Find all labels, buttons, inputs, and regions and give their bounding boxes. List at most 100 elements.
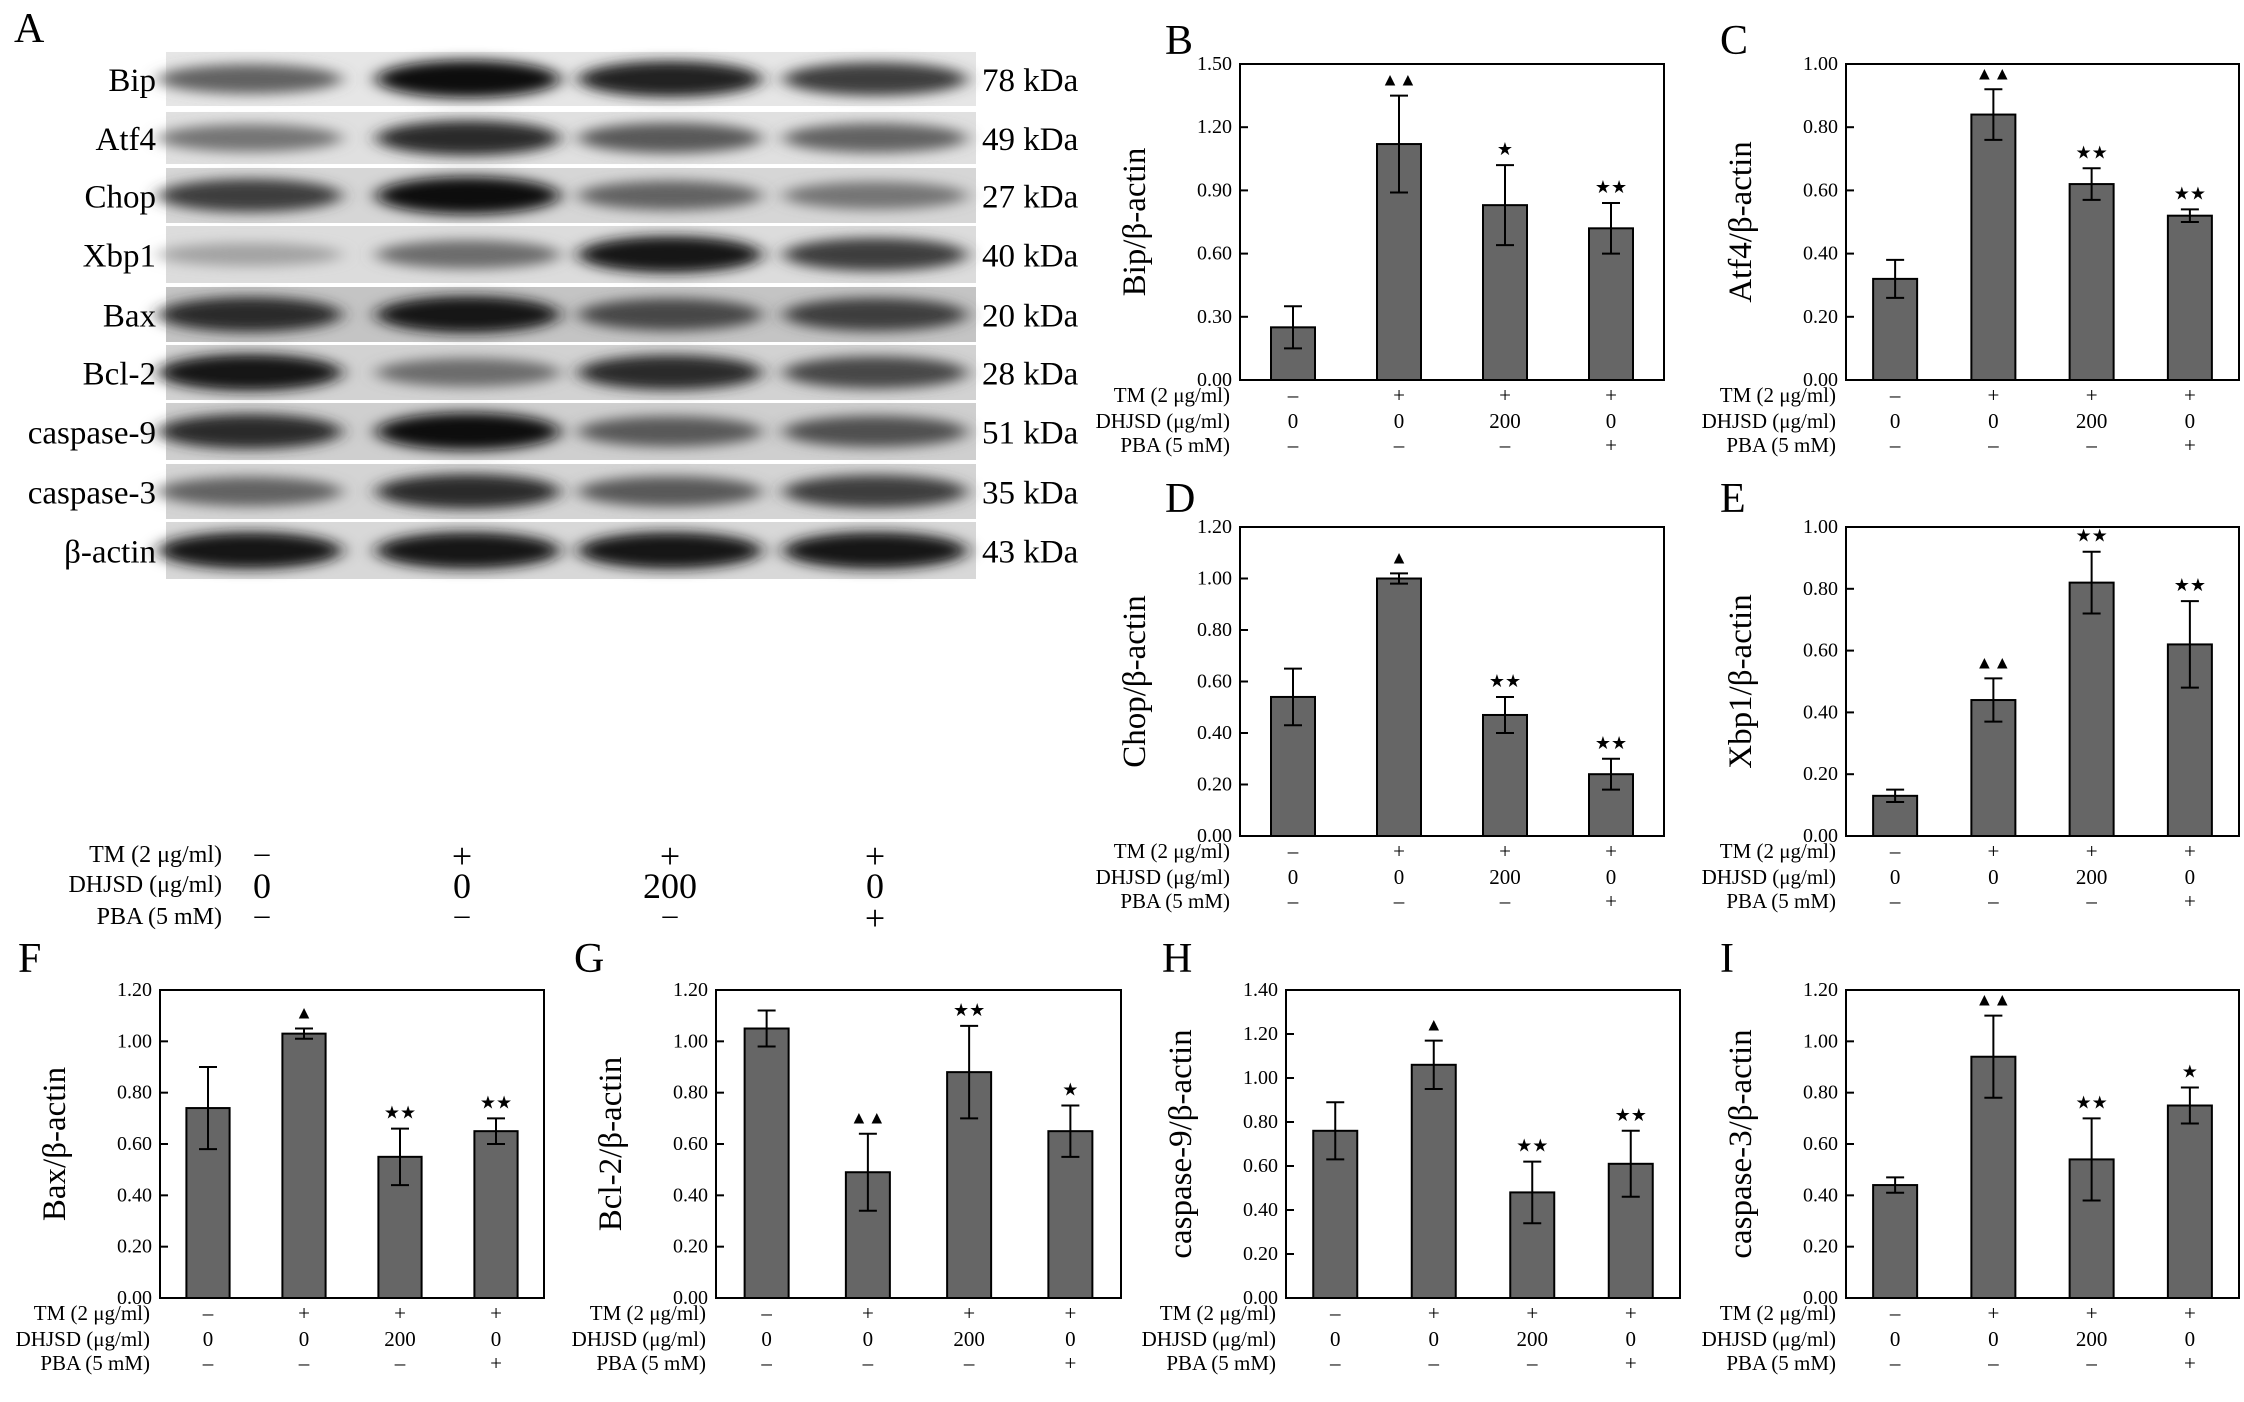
y-tick-label: 1.00 — [1803, 516, 1838, 538]
blot-condition-value: + — [660, 836, 680, 876]
condition-value: + — [298, 1301, 310, 1325]
condition-value: + — [1064, 1301, 1076, 1325]
significance-mark: ▲▲ — [1976, 652, 2012, 672]
panel-letter-f: F — [18, 936, 41, 982]
chart-panel-b: 0.000.300.600.901.201.50Bip/β-actinB▲▲★★… — [1096, 18, 1665, 457]
condition-value: – — [1393, 433, 1405, 457]
condition-value: – — [298, 1351, 310, 1375]
significance-mark: ★★ — [384, 1103, 416, 1123]
blot-condition-value: 0 — [453, 866, 471, 906]
blot-band — [158, 413, 342, 450]
plot-frame — [1285, 989, 1681, 1299]
y-tick-label: 0.60 — [117, 1133, 152, 1155]
condition-label: DHJSD (μg/ml) — [1096, 409, 1230, 433]
condition-value: – — [2085, 433, 2097, 457]
condition-value: 0 — [1288, 409, 1299, 433]
bar — [743, 1027, 790, 1299]
condition-value: 0 — [491, 1327, 502, 1351]
blot-condition-value: + — [865, 836, 885, 876]
condition-label: PBA (5 mM) — [40, 1351, 150, 1375]
blot-label: Bip — [108, 63, 156, 99]
condition-value: + — [1526, 1301, 1538, 1325]
condition-value: – — [1889, 839, 1901, 863]
condition-value: + — [2184, 1301, 2196, 1325]
condition-label: TM (2 μg/ml) — [1720, 383, 1836, 407]
plot-frame — [1239, 63, 1665, 381]
blot-band — [578, 235, 762, 274]
plot-frame — [1845, 63, 2240, 381]
condition-value: + — [1499, 839, 1511, 863]
bar — [473, 1130, 519, 1299]
condition-value: – — [963, 1351, 975, 1375]
condition-value: – — [1287, 383, 1299, 407]
blot-kda-label: 20 kDa — [982, 299, 1079, 335]
condition-label: PBA (5 mM) — [1726, 1351, 1836, 1375]
chart-panel-f: 0.00 0.20 0.40 0.60 0.80 1.00 1.20 Bax/β-actin F… — [16, 936, 545, 1375]
bar — [1970, 699, 2017, 837]
blot-band — [376, 412, 560, 451]
condition-value: 0 — [2185, 1327, 2196, 1351]
significance-mark: ★ — [1497, 139, 1513, 159]
condition-value: 0 — [1429, 1327, 1440, 1351]
bar — [1970, 113, 2017, 381]
y-tick-label: 1.00 — [1243, 1067, 1278, 1089]
condition-value: 0 — [1626, 1327, 1637, 1351]
condition-label: PBA (5 mM) — [1120, 433, 1230, 457]
panel-letter-c: C — [1720, 18, 1748, 64]
condition-label: DHJSD (μg/ml) — [1142, 1327, 1276, 1351]
y-tick-label: 0.40 — [673, 1184, 708, 1206]
condition-value: – — [1889, 1351, 1901, 1375]
condition-value: + — [394, 1301, 406, 1325]
blot-band — [376, 295, 560, 334]
y-tick-label: 1.00 — [673, 1030, 708, 1052]
condition-value: + — [1064, 1351, 1076, 1375]
blot-row-xbp1: Xbp1 40 kDa — [83, 226, 1079, 283]
y-tick-label: 0.40 — [1803, 1184, 1838, 1206]
condition-value: 200 — [2076, 865, 2108, 889]
condition-value: + — [2086, 1301, 2098, 1325]
condition-value: – — [202, 1301, 214, 1325]
condition-value: – — [1987, 433, 1999, 457]
blot-band — [783, 181, 967, 210]
condition-value: – — [1889, 433, 1901, 457]
condition-value: – — [862, 1351, 874, 1375]
blot-band — [783, 237, 967, 272]
condition-label: PBA (5 mM) — [1166, 1351, 1276, 1375]
y-tick-label: 0.40 — [117, 1184, 152, 1206]
blot-band — [376, 240, 560, 269]
condition-value: + — [1605, 839, 1617, 863]
condition-label: DHJSD (μg/ml) — [16, 1327, 150, 1351]
condition-value: + — [1428, 1301, 1440, 1325]
condition-value: + — [2184, 433, 2196, 457]
condition-value: + — [1987, 839, 1999, 863]
chart-panel-e: 0.00 0.20 0.40 0.60 0.80 1.00 Xbp1/β-actin E ▲▲ ★… — [1702, 476, 2240, 913]
condition-value: 0 — [299, 1327, 310, 1351]
condition-value: + — [2184, 839, 2196, 863]
y-tick-label: 1.20 — [1243, 1023, 1278, 1045]
y-tick-label: 0.30 — [1197, 306, 1232, 328]
blot-kda-label: 78 kDa — [982, 63, 1079, 99]
condition-label: PBA (5 mM) — [1726, 889, 1836, 913]
blot-band — [783, 474, 967, 509]
significance-mark: ▲▲ — [850, 1108, 886, 1128]
blot-kda-label: 27 kDa — [982, 180, 1079, 216]
condition-label: DHJSD (μg/ml) — [1702, 865, 1836, 889]
condition-value: – — [1499, 889, 1511, 913]
condition-label: TM (2 μg/ml) — [1114, 383, 1230, 407]
condition-value: 0 — [1394, 409, 1405, 433]
y-tick-label: 0.00 — [117, 1287, 152, 1309]
blot-band — [158, 296, 342, 333]
significance-mark: ★★ — [1595, 733, 1627, 753]
panel-letter-g: G — [574, 936, 604, 982]
y-axis-label: caspase-3/β-actin — [1723, 1029, 1759, 1258]
condition-value: 0 — [1606, 409, 1617, 433]
condition-value: + — [1499, 383, 1511, 407]
y-tick-label: 0.60 — [1197, 671, 1232, 693]
condition-value: – — [1287, 889, 1299, 913]
y-tick-label: 0.80 — [1803, 1082, 1838, 1104]
condition-value: 0 — [1988, 409, 1999, 433]
blot-condition-value: – — [662, 898, 679, 931]
blot-band — [578, 416, 762, 447]
condition-value: 0 — [761, 1327, 772, 1351]
blot-row-caspase-9: caspase-9 51 kDa — [28, 403, 1079, 460]
